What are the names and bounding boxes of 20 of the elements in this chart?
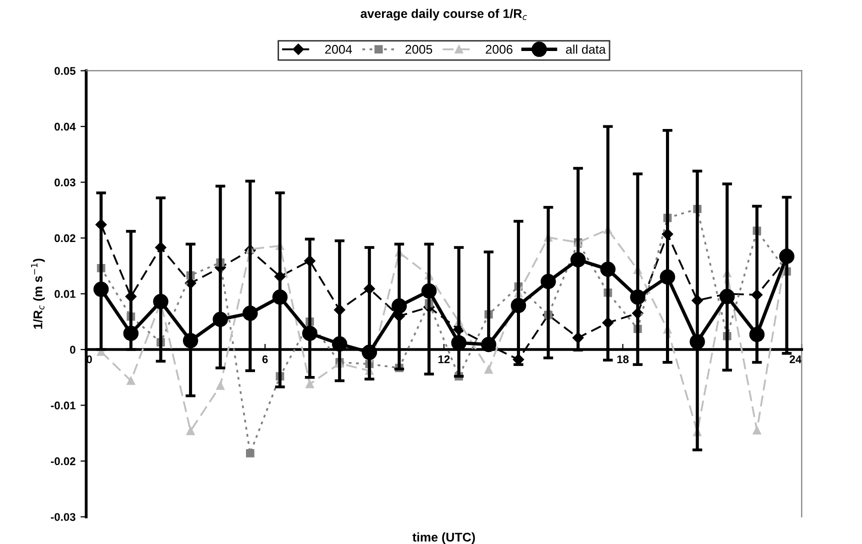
y-tick-label: 0.05 [54, 66, 76, 75]
x-tick-label: 18 [617, 355, 629, 364]
y-tick-label: 0.03 [54, 178, 76, 186]
y-tick-label: -0.01 [50, 402, 76, 410]
x-tick-label: 12 [438, 355, 450, 364]
legend-label: all data [566, 44, 606, 54]
legend-label: 2006 [486, 44, 512, 54]
x-tick-label: 24 [790, 355, 802, 364]
y-tick-label: 0.04 [54, 122, 76, 131]
y-tick-label: 0 [70, 346, 76, 354]
y-tick-label: 0.02 [54, 234, 76, 242]
legend-label: 2005 [406, 44, 432, 54]
y-axis-title: 1/R$_{c}$ (m s$^{−1}$) [31, 258, 45, 329]
y-tick-label: 0.01 [54, 290, 76, 298]
legend-label: 2004 [325, 44, 352, 54]
x-axis-title: time (UTC) [412, 532, 475, 544]
y-tick-label: -0.02 [50, 457, 76, 466]
x-tick-label: 6 [262, 355, 268, 364]
y-tick-label: -0.03 [50, 513, 76, 521]
chart-title: average daily course of 1/R$_{c}$ [360, 8, 527, 21]
